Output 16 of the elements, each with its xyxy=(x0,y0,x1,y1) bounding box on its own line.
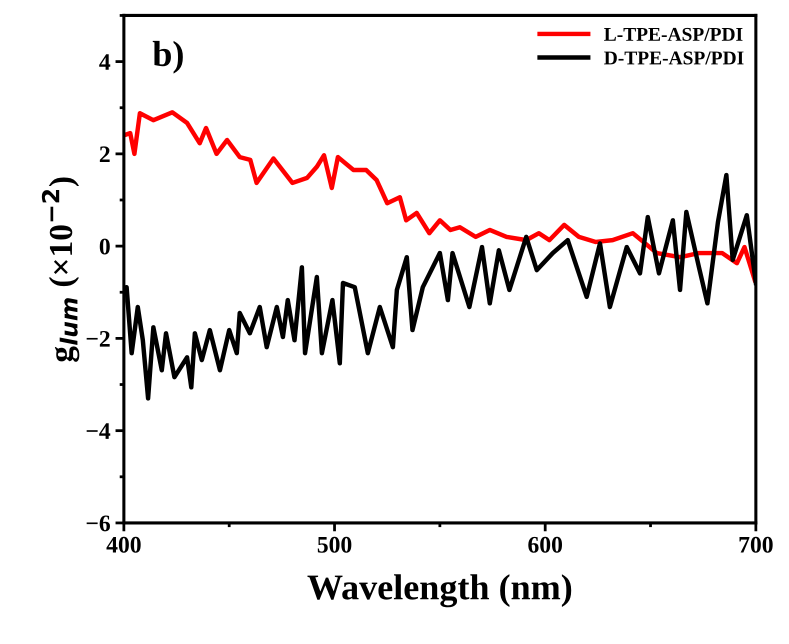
y-tick-label: −6 xyxy=(86,515,110,532)
legend-label: D-TPE-ASP/PDI xyxy=(604,51,744,65)
x-axis-title: Wavelength (nm) xyxy=(307,574,572,608)
y-tick-label: 2 xyxy=(100,146,110,162)
y-tick-label: −2 xyxy=(86,330,110,347)
legend-label: L-TPE-ASP/PDI xyxy=(604,28,742,41)
x-tick-label: 600 xyxy=(528,536,562,553)
y-axis-title: g$_{lum}$ (×10$^{−2}$) xyxy=(42,177,80,362)
y-tick-label: 0 xyxy=(100,238,110,255)
y-tick-label: 4 xyxy=(99,54,110,70)
y-tick-label: −4 xyxy=(86,423,110,439)
x-tick-label: 700 xyxy=(740,536,773,553)
annotation: b) xyxy=(152,40,183,74)
x-tick-label: 500 xyxy=(318,536,352,553)
x-tick-label: 400 xyxy=(106,536,141,553)
line-series xyxy=(124,110,756,282)
